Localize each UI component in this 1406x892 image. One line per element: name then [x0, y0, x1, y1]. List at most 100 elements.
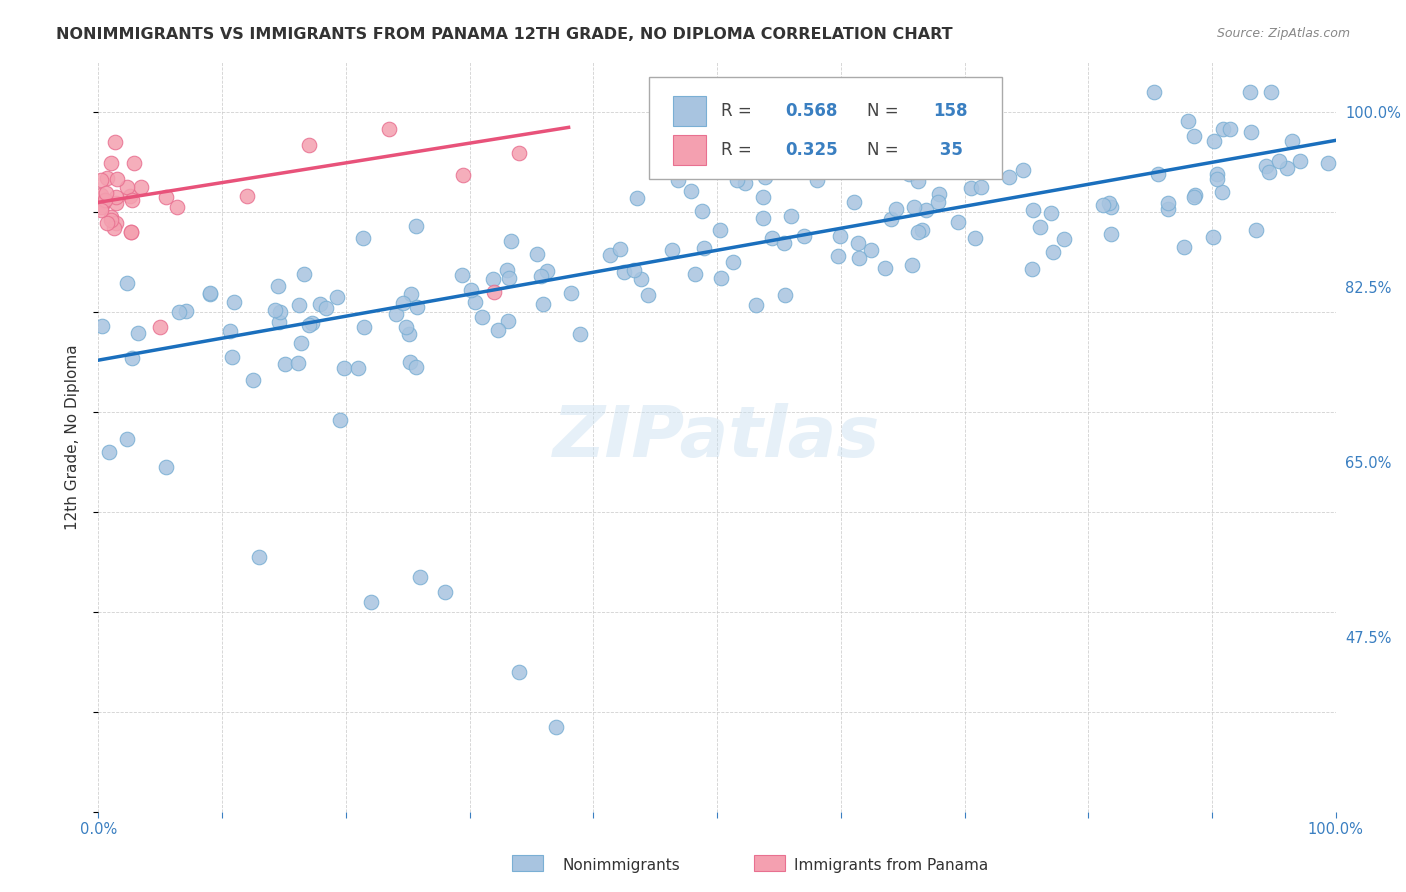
Point — [117, 432, 139, 446]
Point — [1212, 122, 1234, 136]
Point — [326, 290, 349, 304]
Point — [679, 184, 702, 198]
Point — [122, 156, 145, 170]
Point — [91, 319, 114, 334]
Point — [772, 235, 794, 250]
Point — [661, 244, 683, 258]
Point — [470, 310, 492, 325]
Point — [560, 285, 582, 300]
Text: Source: ZipAtlas.com: Source: ZipAtlas.com — [1216, 27, 1350, 40]
Point — [778, 158, 800, 172]
Point — [998, 169, 1021, 184]
Point — [399, 286, 422, 301]
Point — [710, 271, 733, 285]
Point — [398, 327, 420, 342]
Point — [409, 570, 432, 584]
Point — [1316, 156, 1339, 170]
Point — [464, 294, 486, 309]
Point — [498, 270, 520, 285]
Point — [529, 268, 551, 283]
Point — [683, 267, 706, 281]
Point — [828, 229, 851, 244]
Point — [613, 265, 636, 279]
Point — [96, 170, 118, 185]
Point — [1281, 134, 1303, 148]
Point — [626, 191, 648, 205]
Point — [907, 225, 929, 239]
Point — [105, 195, 128, 210]
Point — [846, 236, 869, 251]
Point — [269, 305, 291, 319]
Point — [709, 222, 731, 236]
Text: N =: N = — [866, 141, 904, 159]
Point — [451, 268, 474, 282]
Text: NONIMMIGRANTS VS IMMIGRANTS FROM PANAMA 12TH GRADE, NO DIPLOMA CORRELATION CHART: NONIMMIGRANTS VS IMMIGRANTS FROM PANAMA … — [56, 27, 953, 42]
Y-axis label: 12th Grade, No Diploma: 12th Grade, No Diploma — [65, 344, 80, 530]
Point — [94, 193, 117, 207]
Point — [100, 210, 122, 224]
Point — [198, 286, 221, 301]
Point — [844, 194, 866, 209]
Point — [965, 231, 987, 245]
Point — [298, 137, 321, 152]
Point — [90, 202, 112, 217]
Point — [496, 314, 519, 328]
Point — [900, 258, 922, 272]
Point — [298, 318, 321, 332]
Point — [96, 216, 118, 230]
Point — [745, 298, 768, 312]
Point — [1258, 165, 1281, 179]
Point — [970, 180, 993, 194]
Point — [120, 225, 142, 239]
Point — [129, 180, 152, 194]
Point — [884, 202, 907, 217]
Point — [609, 242, 631, 256]
Point — [873, 260, 896, 275]
Point — [120, 226, 142, 240]
Point — [752, 190, 775, 204]
Point — [1157, 196, 1180, 211]
Point — [860, 244, 883, 258]
Point — [1143, 86, 1166, 100]
Point — [623, 263, 645, 277]
Point — [536, 264, 558, 278]
Point — [599, 248, 621, 262]
Point — [482, 272, 505, 286]
Point — [1053, 232, 1076, 246]
Point — [1011, 163, 1033, 178]
Point — [915, 202, 938, 217]
Point — [149, 320, 172, 334]
Point — [1101, 200, 1123, 214]
Point — [1147, 167, 1170, 181]
Text: 0.325: 0.325 — [785, 141, 838, 159]
Point — [780, 153, 803, 168]
Point — [484, 285, 506, 300]
Point — [773, 288, 796, 302]
Point — [90, 198, 112, 212]
Point — [488, 323, 510, 337]
Text: 158: 158 — [934, 102, 969, 120]
Point — [526, 247, 548, 261]
Point — [666, 173, 689, 187]
Point — [121, 351, 143, 366]
Text: 35: 35 — [934, 141, 963, 159]
Point — [752, 211, 775, 226]
Point — [928, 187, 950, 202]
Point — [288, 298, 311, 312]
Point — [378, 121, 401, 136]
Bar — [754, 855, 785, 871]
Point — [155, 190, 177, 204]
Point — [405, 219, 427, 233]
Point — [508, 665, 530, 679]
Point — [1177, 114, 1199, 128]
Point — [1289, 154, 1312, 169]
Point — [105, 190, 128, 204]
Point — [105, 216, 128, 230]
Point — [309, 296, 332, 310]
Text: R =: R = — [721, 102, 756, 120]
Point — [1240, 125, 1263, 139]
Text: Nonimmigrants: Nonimmigrants — [562, 858, 681, 872]
Point — [1173, 240, 1195, 254]
Point — [292, 268, 315, 282]
Text: N =: N = — [866, 102, 904, 120]
